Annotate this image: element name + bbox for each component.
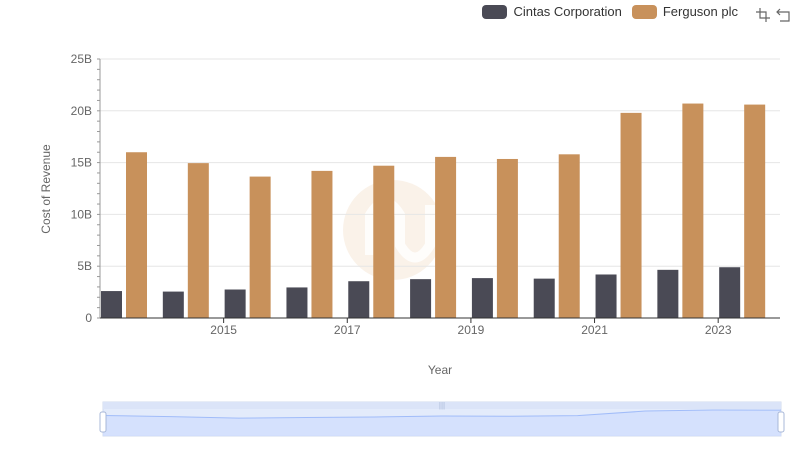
bar-ferguson-2020[interactable] [496,158,518,318]
bar-ferguson-2014[interactable] [126,152,147,318]
bar-cintas-2023[interactable] [657,269,679,318]
legend-swatch-ferguson [631,4,657,19]
toolbox [754,6,792,22]
y-tick-label: 15B [71,156,92,170]
legend-label-cintas: Cintas Corporation [513,4,622,19]
bar-ferguson-2023[interactable] [682,103,704,318]
x-tick-label: 2023 [705,323,732,337]
bar-ferguson-2021[interactable] [558,154,580,318]
slider-selected-range[interactable] [103,409,781,436]
bar-cintas-2017[interactable] [286,287,308,318]
bar-cintas-2014[interactable] [101,291,122,318]
restore-icon[interactable] [776,6,792,22]
slider-preview-area [103,410,781,436]
legend-swatch-cintas [482,4,508,19]
data-zoom-slider[interactable]: ||| [99,401,785,437]
bar-ferguson-2018[interactable] [373,165,395,318]
x-axis-title: Year [428,363,452,377]
slider-left-handle[interactable] [99,411,107,433]
bar-ferguson-2024[interactable] [744,104,766,318]
legend: Cintas Corporation Ferguson plc [482,4,738,19]
bar-cintas-2021[interactable] [533,278,555,318]
legend-item-ferguson[interactable]: Ferguson plc [631,4,738,19]
y-tick-label: 25B [71,52,92,66]
bar-cintas-2018[interactable] [348,281,370,318]
bar-cintas-2015[interactable] [162,291,184,318]
x-tick-label: 2021 [581,323,608,337]
bar-ferguson-2017[interactable] [311,170,333,318]
bar-cintas-2022[interactable] [595,274,617,318]
bar-cintas-2019[interactable] [410,279,432,318]
y-axis-title: Cost of Revenue [39,144,53,234]
bar-ferguson-2022[interactable] [620,112,642,318]
bar-cintas-2020[interactable] [471,278,493,318]
y-tick-label: 0 [85,311,92,325]
y-tick-label: 20B [71,104,92,118]
bar-ferguson-2016[interactable] [249,176,271,318]
slider-right-handle[interactable] [777,411,785,433]
axes-group: 0 5B 10B 15B 20B 25B 2015 2017 2019 2021 2023 [71,52,780,337]
slider-grip-icon[interactable]: ||| [439,401,445,410]
y-tick-label: 5B [77,259,92,273]
bar-ferguson-2015[interactable] [187,163,209,318]
bar-ferguson-2019[interactable] [435,156,457,318]
bar-cintas-2016[interactable] [224,289,246,318]
slider-top-bar[interactable] [103,402,781,409]
legend-item-cintas[interactable]: Cintas Corporation [482,4,622,19]
y-tick-label: 10B [71,207,92,221]
x-tick-label: 2015 [210,323,237,337]
x-tick-label: 2017 [334,323,361,337]
bar-cintas-2024[interactable] [719,267,741,318]
legend-label-ferguson: Ferguson plc [662,4,738,19]
zoom-icon[interactable] [754,6,770,22]
bars-group [101,103,766,318]
x-tick-label: 2019 [458,323,485,337]
slider-preview-line [102,409,782,419]
